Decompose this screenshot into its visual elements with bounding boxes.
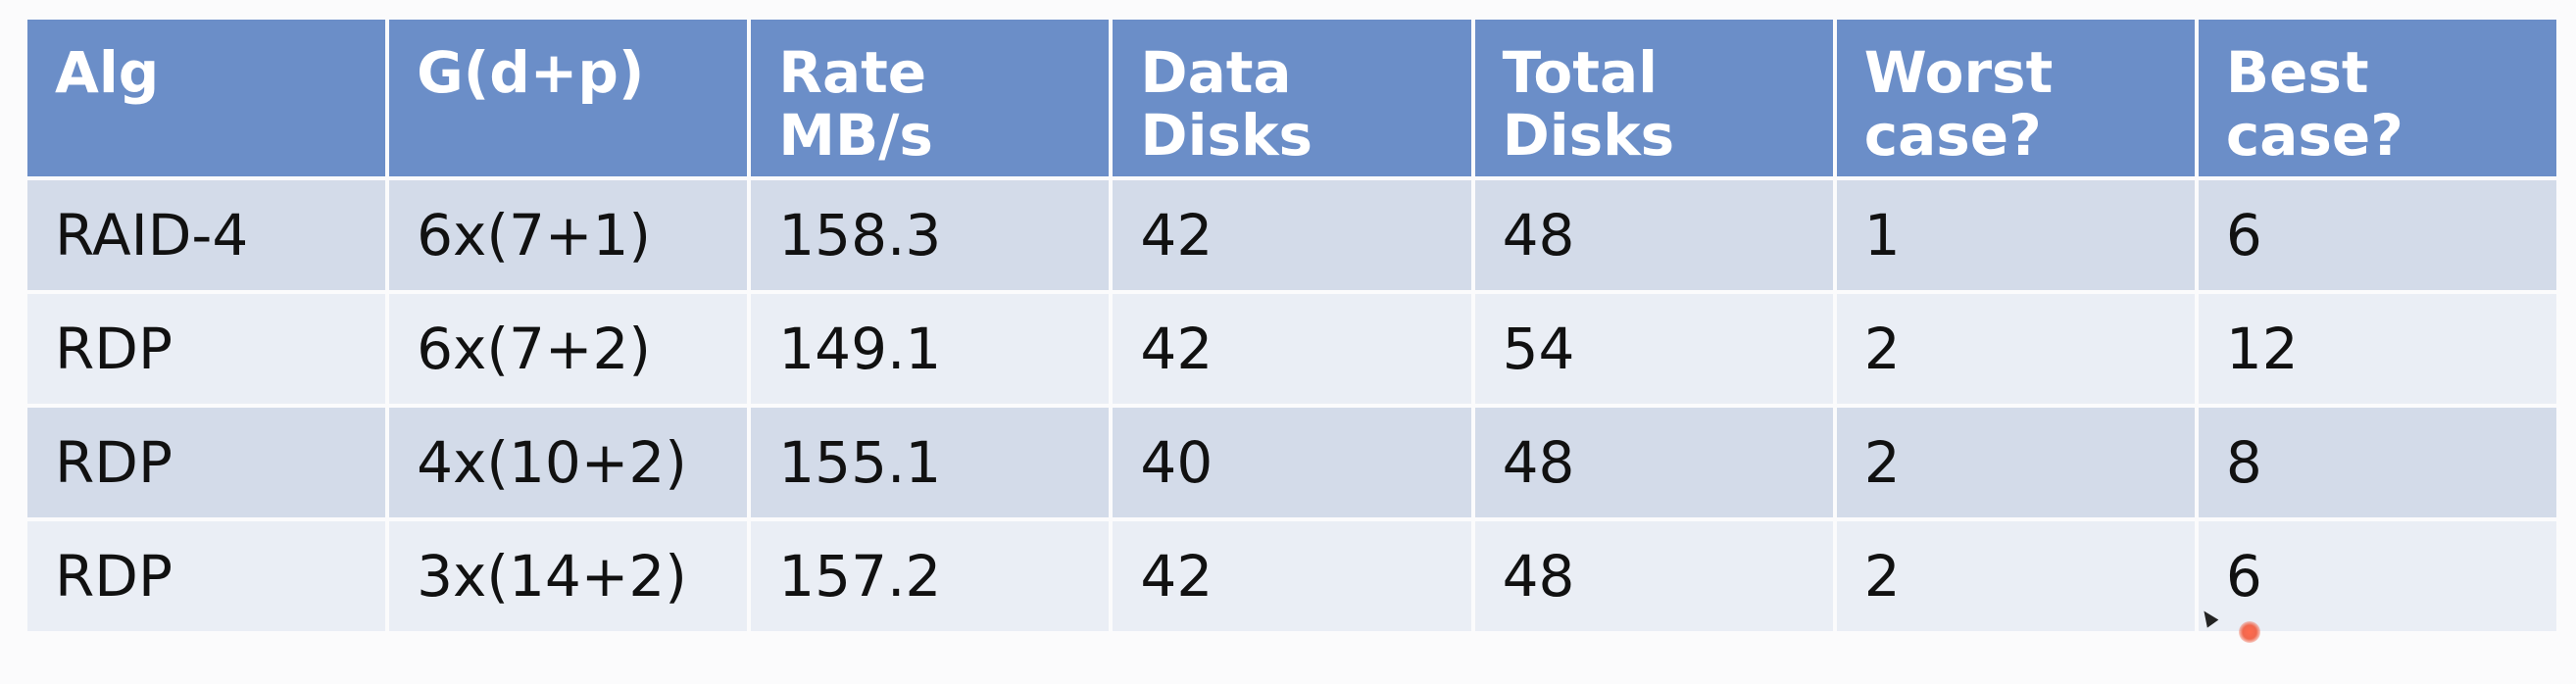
header-worst-case-line1: Worst (1863, 39, 2054, 106)
cell-alg: RDP (27, 521, 386, 631)
header-total-disks-line1: Total (1502, 39, 1659, 106)
cell-total-disks: 54 (1474, 294, 1833, 404)
cell-alg: RAID-4 (27, 180, 386, 290)
cell-total-disks: 48 (1474, 180, 1833, 290)
header-rate: Rate MB/s (751, 20, 1110, 176)
header-total-disks-line2: Disks (1502, 102, 1675, 169)
table-row: RDP 4x(10+2) 155.1 40 48 2 8 (27, 408, 2556, 517)
cell-group-geometry: 3x(14+2) (389, 521, 748, 631)
header-data-disks-line2: Disks (1140, 102, 1313, 169)
cell-rate: 157.2 (751, 521, 1110, 631)
cell-data-disks: 42 (1113, 521, 1471, 631)
header-worst-case-line2: case? (1863, 102, 2042, 169)
header-data-disks: Data Disks (1113, 20, 1471, 176)
header-group-geometry: G(d+p) (389, 20, 748, 176)
header-group-geometry-line1: G(d+p) (417, 39, 645, 106)
cell-alg: RDP (27, 294, 386, 404)
cell-alg: RDP (27, 408, 386, 517)
table-row: RDP 6x(7+2) 149.1 42 54 2 12 (27, 294, 2556, 404)
cell-worst-case: 1 (1836, 180, 2195, 290)
cell-best-case: 6 (2198, 521, 2556, 631)
cell-group-geometry: 6x(7+1) (389, 180, 748, 290)
raid-comparison-table: Alg G(d+p) Rate MB/s Data Disks Total Di… (24, 16, 2560, 635)
table-row: RDP 3x(14+2) 157.2 42 48 2 6 (27, 521, 2556, 631)
header-data-disks-line1: Data (1140, 39, 1292, 106)
header-worst-case: Worst case? (1836, 20, 2195, 176)
cell-total-disks: 48 (1474, 521, 1833, 631)
header-alg-line1: Alg (55, 39, 160, 106)
cell-worst-case: 2 (1836, 521, 2195, 631)
cell-worst-case: 2 (1836, 294, 2195, 404)
cell-rate: 149.1 (751, 294, 1110, 404)
header-alg: Alg (27, 20, 386, 176)
cell-group-geometry: 6x(7+2) (389, 294, 748, 404)
cell-group-geometry: 4x(10+2) (389, 408, 748, 517)
cell-best-case: 8 (2198, 408, 2556, 517)
cell-best-case: 12 (2198, 294, 2556, 404)
header-row: Alg G(d+p) Rate MB/s Data Disks Total Di… (27, 20, 2556, 176)
header-best-case-line2: case? (2225, 102, 2403, 169)
header-total-disks: Total Disks (1474, 20, 1833, 176)
header-best-case: Best case? (2198, 20, 2556, 176)
cell-total-disks: 48 (1474, 408, 1833, 517)
cell-data-disks: 42 (1113, 294, 1471, 404)
table-row: RAID-4 6x(7+1) 158.3 42 48 1 6 (27, 180, 2556, 290)
cell-worst-case: 2 (1836, 408, 2195, 517)
laser-pointer-icon (2239, 621, 2260, 643)
cell-rate: 155.1 (751, 408, 1110, 517)
cell-data-disks: 40 (1113, 408, 1471, 517)
cell-rate: 158.3 (751, 180, 1110, 290)
header-best-case-line1: Best (2225, 39, 2369, 106)
cell-data-disks: 42 (1113, 180, 1471, 290)
header-rate-line2: MB/s (778, 102, 933, 169)
cell-best-case: 6 (2198, 180, 2556, 290)
header-rate-line1: Rate (778, 39, 927, 106)
